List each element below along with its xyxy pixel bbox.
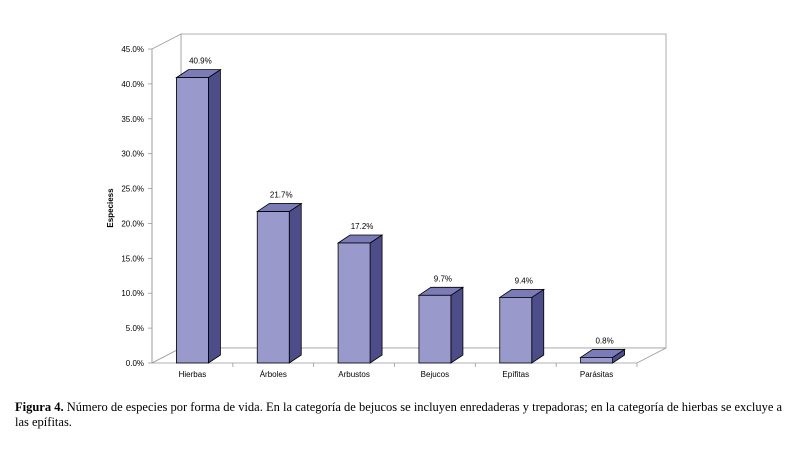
category-label: Bejucos <box>421 370 449 379</box>
bar: 17.2% <box>336 222 384 364</box>
y-tick-label: 0.0% <box>126 359 144 368</box>
y-tick-label: 45.0% <box>121 45 144 54</box>
y-tick-label: 25.0% <box>121 185 144 194</box>
y-tick-label: 35.0% <box>121 115 144 124</box>
plot-walls <box>151 33 667 364</box>
x-axis-categories: Hierbas Árboles Arbustos Bejucos Epífitas Par… <box>179 363 638 379</box>
figure-caption: Figura 4. Número de especies por forma d… <box>15 400 795 430</box>
bar-front <box>337 242 371 364</box>
bar-side <box>288 202 302 364</box>
bar: 21.7% <box>255 191 303 364</box>
category-label: Parásitas <box>580 370 613 379</box>
category-label: Hierbas <box>179 370 207 379</box>
y-tick-label: 40.0% <box>121 80 144 89</box>
caption-text: Número de especies por forma de vida. En… <box>15 400 783 429</box>
bar: 9.4% <box>498 276 546 364</box>
bar-side <box>531 288 545 364</box>
y-axis-ticks: 0.0% 5.0% 10.0% 15.0% 20.0% 25.0% 30.0% 35.0% 40… <box>121 45 152 368</box>
bar-front <box>499 297 533 364</box>
data-label: 9.7% <box>434 274 452 283</box>
y-tick-label: 30.0% <box>121 150 144 159</box>
bar: 0.8% <box>579 336 626 364</box>
y-tick-label: 5.0% <box>126 324 144 333</box>
bars: 40.9% 21.7% 17.2% 9.7% 9.4% 0.8% <box>175 57 626 364</box>
y-axis-label: Especiess <box>106 188 115 228</box>
bar-chart: 0.0% 5.0% 10.0% 15.0% 20.0% 25.0% 30.0% 35.0% 40… <box>106 33 667 379</box>
bar-side <box>369 234 383 364</box>
data-label: 21.7% <box>270 191 293 200</box>
bar-side <box>450 286 464 364</box>
category-label: Árboles <box>260 370 287 379</box>
bar-front <box>580 357 613 364</box>
bar-front <box>256 211 290 364</box>
bar-side <box>208 68 221 364</box>
bar-front <box>418 294 452 364</box>
bar-front <box>176 77 209 364</box>
bar: 40.9% <box>175 57 222 364</box>
data-label: 40.9% <box>189 57 212 66</box>
bar: 9.7% <box>417 274 465 364</box>
data-label: 0.8% <box>595 336 613 345</box>
y-tick-label: 20.0% <box>121 219 144 228</box>
data-label: 17.2% <box>351 222 374 231</box>
data-label: 9.4% <box>515 276 533 285</box>
category-label: Epífitas <box>502 370 529 379</box>
y-tick-label: 10.0% <box>121 289 144 298</box>
caption-label: Figura 4. <box>15 400 64 414</box>
y-tick-label: 15.0% <box>121 254 144 263</box>
category-label: Arbustos <box>338 370 370 379</box>
